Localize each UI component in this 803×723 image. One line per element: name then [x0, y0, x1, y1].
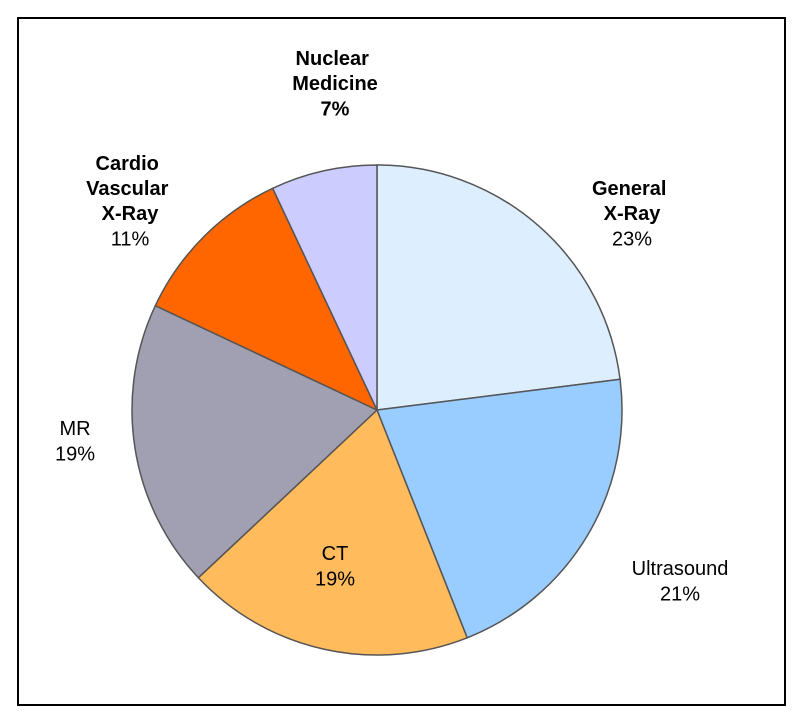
- slice-label-line: MR: [59, 418, 90, 440]
- slice-label-line: Nuclear: [296, 48, 375, 70]
- slice-label-line: Medicine: [292, 73, 378, 95]
- slice-label-line: Vascular: [86, 178, 174, 200]
- slice-value-label: 7%: [321, 98, 350, 120]
- slice-label-line: Cardio: [96, 153, 165, 175]
- slice-value-label: 19%: [315, 568, 355, 590]
- slice-label: CT: [322, 543, 349, 565]
- pie-slice: [376, 164, 621, 411]
- slice-label: General X-Ray: [592, 178, 672, 225]
- pie-slice: [197, 408, 469, 656]
- slice-value-label: 19%: [55, 443, 95, 465]
- slice-label-line: CT: [322, 543, 349, 565]
- pie-slice: [131, 304, 379, 579]
- slice-value-label: 23%: [612, 228, 652, 250]
- slice-label-line: X-Ray: [604, 203, 662, 225]
- pie-slice: [375, 378, 623, 639]
- slice-label-line: Ultrasound: [632, 558, 729, 580]
- pie-slice: [154, 187, 379, 412]
- slice-label: MR: [59, 418, 90, 440]
- slice-value-label: 21%: [660, 583, 700, 605]
- pie-slice: [271, 164, 378, 411]
- slice-label: Ultrasound: [632, 558, 729, 580]
- slice-value-label: 11%: [111, 228, 150, 250]
- slice-label: Cardio Vascular X-Ray: [86, 153, 174, 225]
- slice-label: Nuclear Medicine: [292, 48, 378, 95]
- slice-label-line: X-Ray: [102, 203, 160, 225]
- slice-label-line: General: [592, 178, 672, 200]
